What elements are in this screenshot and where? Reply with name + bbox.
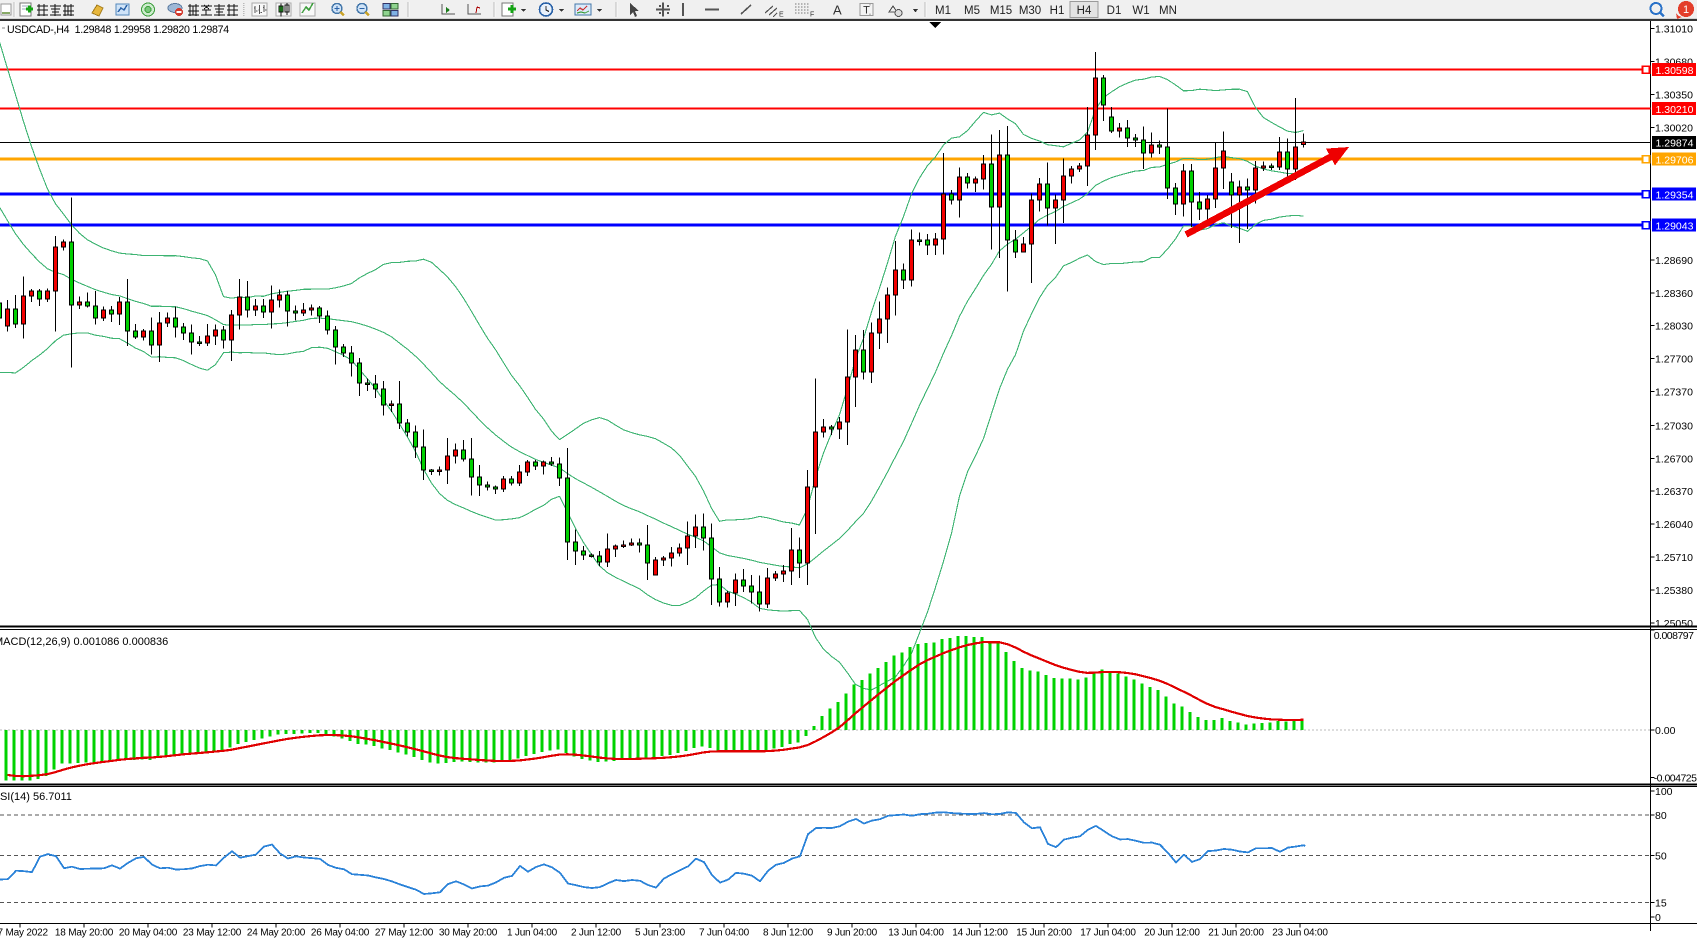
svg-text:23 May 12:00: 23 May 12:00 (183, 928, 242, 939)
svg-text:14 Jun 12:00: 14 Jun 12:00 (952, 928, 1008, 939)
svg-text:1.29706: 1.29706 (1656, 154, 1694, 166)
svg-text:-0.004725: -0.004725 (1654, 773, 1697, 785)
svg-text:15 Jun 20:00: 15 Jun 20:00 (1016, 928, 1072, 939)
svg-text:1.25710: 1.25710 (1655, 552, 1693, 564)
svg-text:23 Jun 04:00: 23 Jun 04:00 (1272, 928, 1328, 939)
svg-text:1.28360: 1.28360 (1655, 288, 1693, 300)
svg-text:1.27370: 1.27370 (1655, 387, 1693, 399)
svg-text:100: 100 (1655, 786, 1673, 798)
svg-text:E: E (779, 12, 784, 19)
svg-text:17 Jun 04:00: 17 Jun 04:00 (1080, 928, 1136, 939)
svg-text:1.27030: 1.27030 (1655, 420, 1693, 432)
svg-text:17 May 2022: 17 May 2022 (0, 928, 48, 939)
svg-text:1.29874: 1.29874 (1656, 138, 1694, 150)
svg-text:0: 0 (1655, 912, 1661, 924)
svg-text:USDCAD-,H4 1.29848 1.29958 1.: USDCAD-,H4 1.29848 1.29958 1.29820 1.298… (7, 24, 229, 36)
svg-text:30 May 20:00: 30 May 20:00 (439, 928, 498, 939)
svg-text:1.31010: 1.31010 (1655, 24, 1693, 36)
svg-text:W1: W1 (1132, 5, 1149, 17)
svg-text:9 Jun 20:00: 9 Jun 20:00 (827, 928, 878, 939)
svg-text:1.30020: 1.30020 (1655, 122, 1693, 134)
svg-text:8 Jun 12:00: 8 Jun 12:00 (763, 928, 814, 939)
svg-text:F: F (810, 12, 814, 19)
svg-text:MACD(12,26,9) 0.001086 0.00083: MACD(12,26,9) 0.001086 0.000836 (0, 636, 168, 648)
svg-text:1.30350: 1.30350 (1655, 89, 1693, 101)
svg-text:RSI(14) 56.7011: RSI(14) 56.7011 (0, 791, 72, 803)
svg-text:H1: H1 (1050, 5, 1065, 17)
svg-text:1.26700: 1.26700 (1655, 453, 1693, 465)
svg-text:5 Jun 23:00: 5 Jun 23:00 (635, 928, 686, 939)
svg-text:1.25380: 1.25380 (1655, 585, 1693, 597)
svg-text:1.29043: 1.29043 (1656, 220, 1694, 232)
svg-text:A: A (833, 3, 842, 18)
svg-text:1.26040: 1.26040 (1655, 519, 1693, 531)
svg-text:1.30210: 1.30210 (1656, 104, 1694, 116)
svg-text:50: 50 (1655, 851, 1667, 863)
svg-text:H4: H4 (1077, 5, 1092, 17)
svg-text:1.28690: 1.28690 (1655, 255, 1693, 267)
svg-text:1.25050: 1.25050 (1655, 618, 1693, 630)
svg-text:1.26370: 1.26370 (1655, 486, 1693, 498)
svg-text:D1: D1 (1107, 5, 1122, 17)
svg-text:1.28030: 1.28030 (1655, 321, 1693, 333)
svg-text:0.00: 0.00 (1655, 725, 1676, 737)
svg-text:1.27700: 1.27700 (1655, 354, 1693, 366)
svg-text:M1: M1 (935, 5, 951, 17)
svg-text:1 Jun 04:00: 1 Jun 04:00 (507, 928, 558, 939)
svg-text:M15: M15 (990, 5, 1012, 17)
svg-text:0.008797: 0.008797 (1654, 630, 1694, 642)
svg-text:2 Jun 12:00: 2 Jun 12:00 (571, 928, 622, 939)
svg-text:MN: MN (1159, 5, 1177, 17)
svg-text:21 Jun 20:00: 21 Jun 20:00 (1208, 928, 1264, 939)
svg-text:18 May 20:00: 18 May 20:00 (55, 928, 114, 939)
svg-text:T: T (863, 5, 870, 17)
svg-text:15: 15 (1655, 898, 1667, 910)
svg-text:1.29354: 1.29354 (1656, 189, 1694, 201)
svg-text:24 May 20:00: 24 May 20:00 (247, 928, 306, 939)
svg-text:13 Jun 04:00: 13 Jun 04:00 (888, 928, 944, 939)
svg-text:1: 1 (1683, 4, 1689, 16)
svg-text:26 May 04:00: 26 May 04:00 (311, 928, 370, 939)
svg-text:M5: M5 (964, 5, 980, 17)
svg-text:20 Jun 12:00: 20 Jun 12:00 (1144, 928, 1200, 939)
svg-text:7 Jun 04:00: 7 Jun 04:00 (699, 928, 750, 939)
svg-text:M30: M30 (1019, 5, 1041, 17)
svg-text:80: 80 (1655, 810, 1667, 822)
svg-text:27 May 12:00: 27 May 12:00 (375, 928, 434, 939)
svg-text:1.30598: 1.30598 (1656, 65, 1694, 77)
svg-text:20 May 04:00: 20 May 04:00 (119, 928, 178, 939)
